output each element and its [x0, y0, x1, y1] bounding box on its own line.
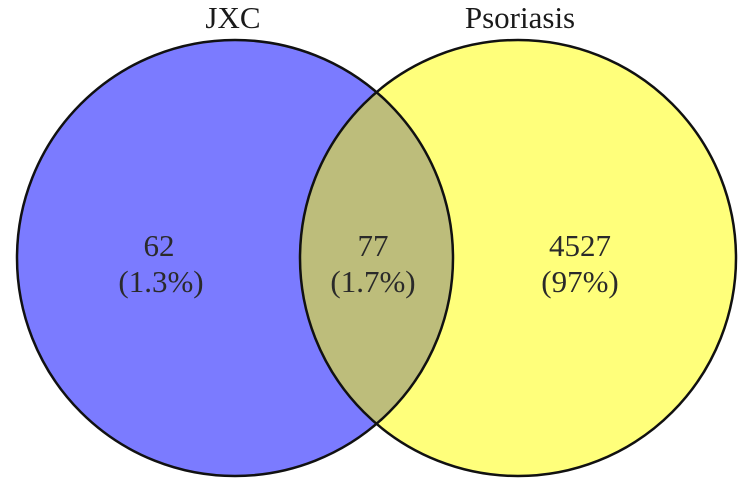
- jxc-set-title: JXC: [205, 0, 260, 35]
- psoriasis-circle-outline: [298, 38, 738, 478]
- jxc-only-percent: (1.3%): [118, 264, 203, 299]
- jxc-only-count: 62: [144, 228, 175, 263]
- psoriasis-only-percent: (97%): [541, 264, 618, 299]
- overlap-region: [300, 40, 453, 476]
- psoriasis-set-title: Psoriasis: [465, 0, 575, 35]
- overlap-percent: (1.7%): [330, 264, 415, 299]
- overlap-count: 77: [358, 228, 389, 263]
- psoriasis-only-count: 4527: [549, 228, 611, 263]
- jxc-circle-outline: [15, 38, 455, 478]
